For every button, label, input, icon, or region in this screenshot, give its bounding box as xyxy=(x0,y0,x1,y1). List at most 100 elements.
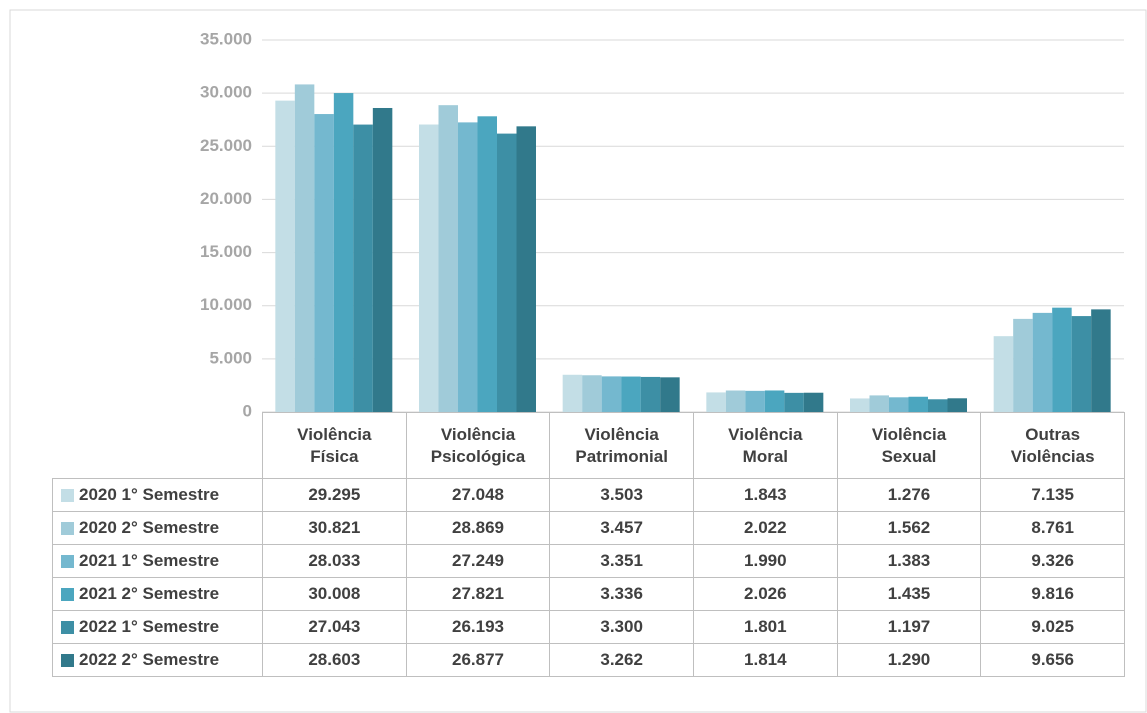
table-value: 1.843 xyxy=(693,478,838,512)
category-header: Violência Física xyxy=(262,412,407,479)
table-value: 1.990 xyxy=(693,544,838,578)
bar xyxy=(516,126,536,413)
table-value: 1.276 xyxy=(836,478,982,512)
bar xyxy=(869,395,889,412)
bar xyxy=(1091,309,1111,412)
table-value: 3.300 xyxy=(549,610,694,644)
legend-key xyxy=(61,587,74,601)
bar xyxy=(660,377,680,412)
table-value: 27.048 xyxy=(405,478,551,512)
y-tick-label: 5.000 xyxy=(209,348,252,367)
x-tick-label: Outras Violências xyxy=(1010,424,1095,466)
bar xyxy=(294,84,315,412)
bar xyxy=(784,392,804,412)
table-value: 26.193 xyxy=(405,610,551,644)
table-value: 3.457 xyxy=(549,511,694,545)
legend-label: 2020 1° Semestre xyxy=(79,485,220,504)
table-value: 3.503 xyxy=(549,478,694,512)
table-value: 3.351 xyxy=(549,544,694,578)
legend-entry: 2022 1° Semestre xyxy=(52,610,263,644)
legend-label: 2020 2° Semestre xyxy=(79,518,220,537)
legend-entry: 2020 1° Semestre xyxy=(52,478,263,512)
bar xyxy=(601,376,622,412)
table-value: 9.326 xyxy=(980,544,1125,578)
bar xyxy=(275,100,295,413)
table-value: 27.249 xyxy=(405,544,551,578)
bar xyxy=(850,398,870,412)
bar xyxy=(640,376,661,412)
y-tick-label: 20.000 xyxy=(200,189,252,208)
legend-label: 2022 2° Semestre xyxy=(79,650,220,669)
bar xyxy=(764,390,785,412)
table-value: 30.008 xyxy=(262,577,407,611)
bar xyxy=(745,390,765,412)
category-header: Violência Psicológica xyxy=(405,412,551,479)
bar xyxy=(993,336,1014,412)
y-tick-label: 25.000 xyxy=(200,136,252,155)
table-value: 3.336 xyxy=(549,577,694,611)
legend-label: 2022 1° Semestre xyxy=(79,617,220,636)
bar xyxy=(908,396,928,412)
bar xyxy=(314,114,334,412)
chart-frame xyxy=(9,9,1147,713)
legend-entry: 2021 1° Semestre xyxy=(52,544,263,578)
bar xyxy=(353,124,373,413)
legend-entry: 2021 2° Semestre xyxy=(52,577,263,611)
bar xyxy=(562,374,583,412)
table-value: 7.135 xyxy=(980,478,1125,512)
legend-entry: 2020 2° Semestre xyxy=(52,511,263,545)
table-value: 26.877 xyxy=(405,643,551,677)
x-tick-label: Violência Física xyxy=(297,424,372,466)
x-tick-label: Violência Sexual xyxy=(871,424,947,466)
bar xyxy=(928,399,948,412)
table-value: 1.290 xyxy=(836,643,982,677)
x-tick-label: Violência Psicológica xyxy=(430,424,526,466)
bar xyxy=(477,116,497,412)
bar xyxy=(582,375,602,412)
table-value: 1.435 xyxy=(836,577,982,611)
bar xyxy=(458,122,478,413)
bar xyxy=(333,93,354,412)
legend-key xyxy=(61,488,74,502)
table-value: 1.197 xyxy=(836,610,982,644)
bar xyxy=(1052,307,1072,412)
table-value: 3.262 xyxy=(549,643,694,677)
legend-key xyxy=(61,620,74,634)
category-header: Violência Sexual xyxy=(836,412,982,479)
table-value: 28.869 xyxy=(405,511,551,545)
table-value: 8.761 xyxy=(980,511,1125,545)
y-tick-label: 35.000 xyxy=(200,29,252,48)
x-tick-label: Violência Moral xyxy=(728,424,803,466)
legend-key xyxy=(61,521,74,535)
x-tick-label: Violência Patrimonial xyxy=(575,424,668,466)
table-value: 1.562 xyxy=(836,511,982,545)
table-value: 30.821 xyxy=(262,511,407,545)
bar xyxy=(497,133,517,412)
table-value: 9.656 xyxy=(980,643,1125,677)
y-tick-label: 10.000 xyxy=(200,295,252,314)
bar xyxy=(725,390,746,412)
legend-label: 2021 2° Semestre xyxy=(79,584,220,603)
category-header: Violência Patrimonial xyxy=(549,412,694,479)
bar xyxy=(889,397,909,412)
table-value: 29.295 xyxy=(262,478,407,512)
table-value: 2.026 xyxy=(693,577,838,611)
legend-label: 2021 1° Semestre xyxy=(79,551,220,570)
table-value: 27.043 xyxy=(262,610,407,644)
table-value: 27.821 xyxy=(405,577,551,611)
table-value: 9.816 xyxy=(980,577,1125,611)
table-value: 1.383 xyxy=(836,544,982,578)
table-value: 1.814 xyxy=(693,643,838,677)
table-value: 9.025 xyxy=(980,610,1125,644)
bar xyxy=(706,392,726,412)
bar xyxy=(372,107,393,413)
bar xyxy=(419,124,439,412)
bar xyxy=(803,392,824,412)
table-value: 2.022 xyxy=(693,511,838,545)
bar xyxy=(947,398,967,412)
bar xyxy=(1032,312,1053,412)
legend-entry: 2022 2° Semestre xyxy=(52,643,263,677)
category-header: Outras Violências xyxy=(980,412,1125,479)
